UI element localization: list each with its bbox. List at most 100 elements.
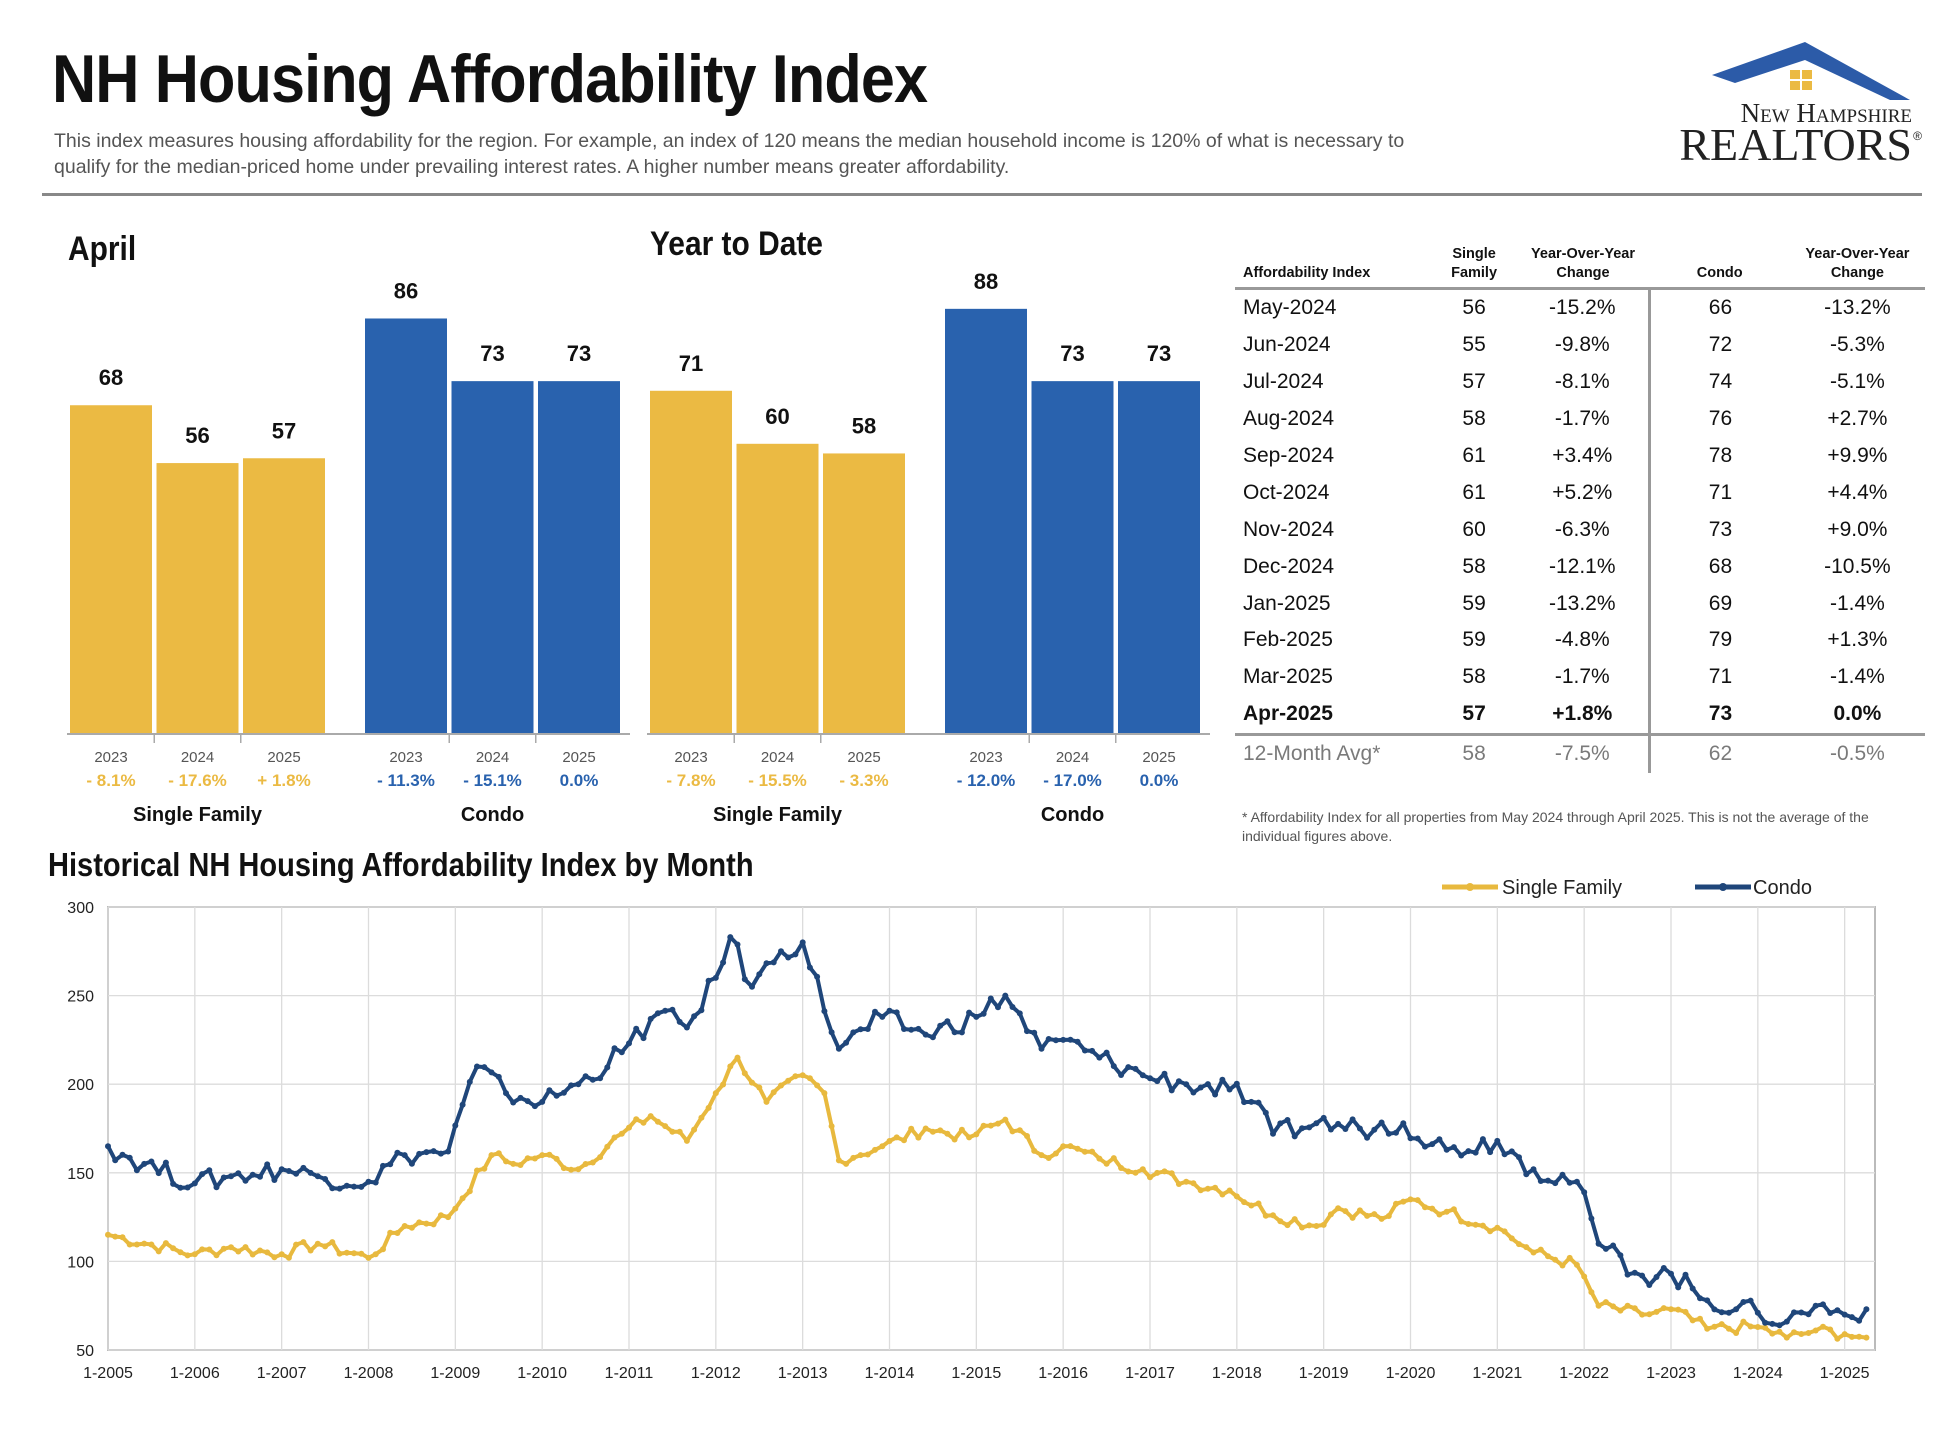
series-point	[1400, 1198, 1407, 1205]
series-point	[1848, 1333, 1855, 1340]
series-point	[1465, 1148, 1472, 1155]
series-point	[423, 1149, 430, 1156]
series-point	[618, 1049, 625, 1056]
series-point	[1479, 1136, 1486, 1143]
table-cell-month: Dec-2024	[1243, 554, 1335, 578]
series-point	[1523, 1244, 1530, 1251]
series-point	[517, 1094, 524, 1101]
table-cell-condo: 71	[1708, 480, 1733, 504]
series-point	[944, 1018, 951, 1025]
table-cell-condo-change: -0.5%	[1789, 732, 1925, 773]
series-point	[372, 1179, 379, 1186]
series-point	[191, 1251, 198, 1258]
series-point	[1320, 1114, 1327, 1121]
series-point	[466, 1188, 473, 1195]
series-point	[915, 1025, 922, 1032]
col-header-condo: Condo	[1649, 245, 1790, 290]
series-point	[1139, 1072, 1146, 1079]
series-point	[1183, 1081, 1190, 1088]
april-group-label: Single Family	[133, 804, 263, 826]
series-point	[958, 1029, 965, 1036]
april-value-label: 68	[99, 365, 123, 390]
ytd-year-label: 2024	[761, 749, 794, 766]
table-cell-sf-change: -15.2%	[1516, 288, 1652, 327]
table-cell-month: Mar-2025	[1243, 665, 1333, 689]
series-point	[951, 1029, 958, 1036]
series-point	[351, 1250, 357, 1257]
table-cell-condo-change: -1.4%	[1829, 591, 1885, 615]
series-point	[582, 1161, 589, 1167]
ytd-bar-condo-2024	[1031, 381, 1114, 733]
table-row: Dec-2024 58 -12.1% 68 -10.5%	[1235, 548, 1925, 586]
series-point	[1841, 1331, 1848, 1338]
series-point	[727, 934, 734, 941]
series-point	[864, 1151, 871, 1158]
table-cell-month: Aug-2024	[1243, 407, 1335, 431]
series-point	[785, 1077, 792, 1084]
series-point	[1863, 1334, 1870, 1341]
series-point	[1356, 1207, 1363, 1214]
series-point	[1393, 1200, 1399, 1207]
table-cell-condo-change: -5.1%	[1829, 370, 1885, 394]
series-point	[1711, 1323, 1718, 1330]
series-point	[958, 1126, 965, 1133]
series-point	[1617, 1307, 1624, 1314]
series-point	[835, 1045, 842, 1052]
series-point	[973, 1013, 980, 1020]
series-point	[1060, 1143, 1067, 1150]
series-point	[1204, 1081, 1211, 1088]
april-change-label: - 15.1%	[463, 771, 522, 790]
series-point	[857, 1152, 864, 1159]
series-point	[1132, 1065, 1139, 1072]
series-point	[1118, 1165, 1125, 1171]
series-point	[329, 1239, 336, 1246]
series-point	[850, 1029, 857, 1036]
series-point	[1074, 1038, 1081, 1045]
series-point	[474, 1063, 480, 1070]
series-point	[510, 1099, 517, 1106]
series-point	[1675, 1306, 1682, 1313]
series-point	[568, 1082, 575, 1089]
series-point	[1776, 1322, 1783, 1329]
series-point	[1031, 1029, 1038, 1036]
y-tick-label: 150	[67, 1166, 94, 1183]
series-point	[380, 1162, 386, 1169]
series-line-single-family	[107, 1055, 1867, 1341]
table-cell-sf-change: -1.7%	[1516, 658, 1652, 696]
series-point	[387, 1161, 394, 1168]
series-point	[213, 1184, 220, 1191]
series-point	[676, 1018, 683, 1025]
y-tick-label: 200	[67, 1077, 94, 1094]
series-point	[1002, 992, 1009, 999]
table-cell-sf-change: +5.2%	[1516, 474, 1652, 512]
series-point	[1501, 1228, 1508, 1235]
series-point	[213, 1252, 220, 1259]
table-cell-sf-change: -8.1%	[1516, 363, 1652, 401]
series-point	[1617, 1252, 1624, 1259]
series-point	[1364, 1212, 1371, 1219]
series-point	[162, 1240, 169, 1247]
april-change-label: - 11.3%	[377, 771, 435, 790]
series-point	[1356, 1125, 1363, 1132]
series-point	[929, 1034, 936, 1041]
series-point	[1450, 1206, 1457, 1213]
series-point	[1422, 1204, 1428, 1211]
table-cell-sf-change: -9.8%	[1516, 326, 1652, 364]
x-tick-label: 1-2025	[1820, 1365, 1870, 1382]
series-point	[1530, 1249, 1537, 1256]
series-point	[1291, 1216, 1298, 1223]
series-point	[799, 939, 806, 946]
series-point	[1081, 1047, 1088, 1054]
series-point	[1277, 1218, 1284, 1225]
series-point	[1067, 1036, 1074, 1043]
series-point	[1856, 1317, 1863, 1324]
series-point	[1241, 1099, 1248, 1106]
series-point	[1545, 1177, 1551, 1184]
table-cell-condo-change: 0.0%	[1833, 702, 1882, 726]
series-point	[199, 1171, 206, 1178]
series-point	[698, 1007, 705, 1014]
series-point	[271, 1254, 278, 1261]
series-point	[879, 1013, 886, 1020]
series-point	[372, 1251, 379, 1258]
series-point	[1660, 1305, 1667, 1312]
